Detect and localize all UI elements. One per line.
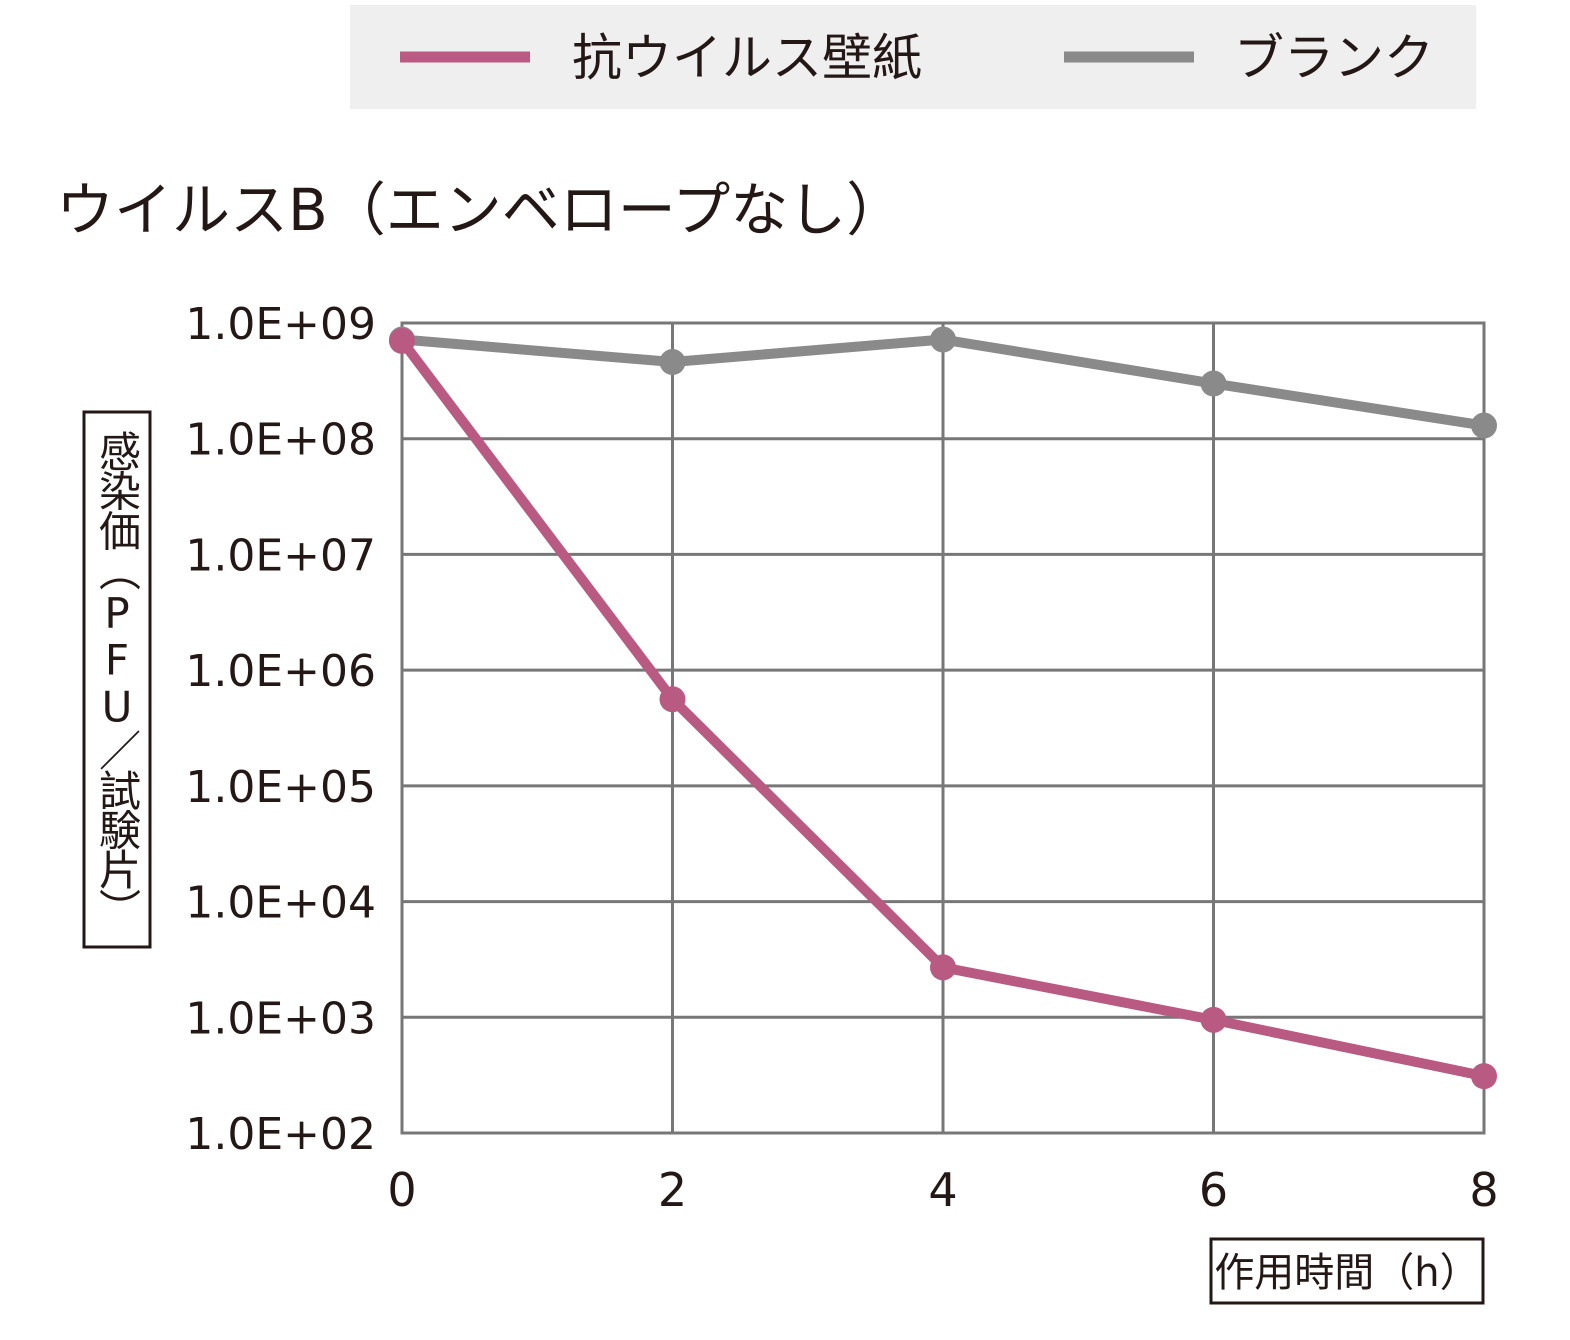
y-axis-label-box: 感染価（PFU／試験片） [82, 410, 152, 949]
legend-label-antiviral: 抗ウイルス壁紙 [572, 29, 922, 87]
x-tick-label-4: 8 [1469, 1163, 1498, 1217]
x-tick-label-1: 2 [658, 1163, 687, 1217]
legend-label-blank: ブランク [1234, 29, 1434, 87]
data-point-1-2 [930, 954, 956, 981]
legend-background [350, 5, 1476, 109]
x-tick-label-2: 4 [928, 1163, 957, 1217]
y-tick-label-3: 1.0E+06 [185, 646, 376, 697]
y-tick-label-7: 1.0E+02 [185, 1109, 376, 1160]
y-tick-label-1: 1.0E+08 [185, 415, 376, 466]
x-tick-label-0: 0 [387, 1163, 416, 1217]
series-layer [389, 326, 1497, 1090]
x-axis-label: 作用時間（h） [1214, 1250, 1479, 1296]
y-axis-label-frame [82, 410, 152, 949]
y-tick-label-5: 1.0E+04 [185, 878, 376, 929]
x-tick-labels: 0 2 4 6 8 [387, 1163, 1498, 1217]
data-point-1-4 [1471, 1063, 1497, 1090]
data-point-1-0 [389, 327, 415, 354]
data-point-0-3 [1200, 370, 1227, 397]
x-tick-label-3: 6 [1199, 1163, 1228, 1217]
data-point-1-1 [659, 686, 686, 713]
chart-title: ウイルスB（エンベロープなし） [56, 176, 904, 244]
x-axis-label-box: 作用時間（h） [1209, 1237, 1485, 1305]
y-tick-label-2: 1.0E+07 [185, 530, 376, 581]
data-point-1-3 [1200, 1006, 1227, 1033]
y-tick-labels: 1.0E+09 1.0E+08 1.0E+07 1.0E+06 1.0E+05 1.0E+… [185, 299, 376, 1160]
data-point-0-4 [1471, 412, 1497, 439]
y-tick-label-6: 1.0E+03 [185, 993, 376, 1044]
grid-lines [400, 321, 1486, 1135]
series-1 [389, 327, 1497, 1090]
y-axis-label: 感染価（PFU／試験片） [93, 430, 142, 930]
y-tick-label-4: 1.0E+05 [185, 762, 376, 813]
data-point-0-2 [930, 326, 956, 353]
data-point-0-1 [659, 349, 686, 376]
x-axis-label-frame [1209, 1237, 1485, 1305]
y-tick-label-0: 1.0E+09 [185, 299, 376, 350]
legend: 抗ウイルス壁紙 ブランク [350, 5, 1476, 109]
